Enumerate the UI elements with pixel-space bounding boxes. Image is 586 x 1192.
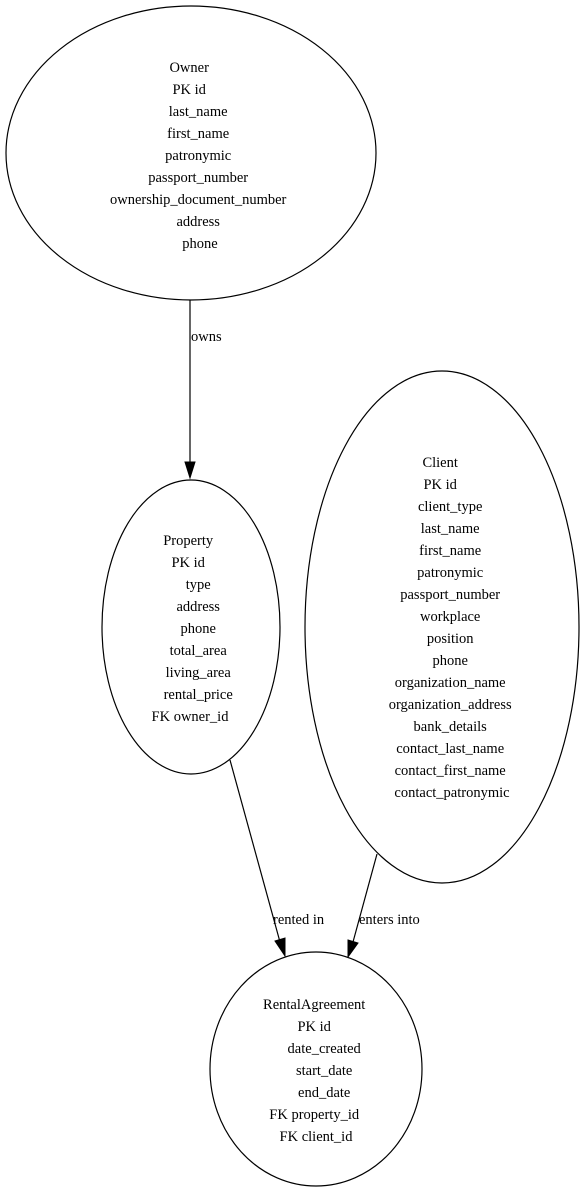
client-field: patronymic [417, 565, 483, 581]
property-field: FK owner_id [152, 709, 230, 725]
edge-line-rented-in [229, 759, 281, 943]
client-ellipse [304, 370, 580, 884]
client-field: first_name [419, 543, 481, 559]
property-ellipse [101, 479, 281, 775]
owner-ellipse [5, 5, 377, 301]
owner-field: address [176, 214, 220, 230]
property-field: address [176, 599, 220, 615]
client-label: Client PK id client_type last_name first… [389, 455, 516, 801]
owner-label: Owner PK id last_name first_name patrony… [110, 60, 290, 252]
edge-client-rental: enters into [347, 853, 420, 959]
client-field: workplace [420, 609, 480, 625]
node-client: Client PK id client_type last_name first… [304, 370, 580, 884]
property-field: PK id [171, 555, 205, 571]
edge-label-rented-in: rented in [273, 912, 325, 928]
node-rental-agreement: RentalAgreement PK id date_created start… [209, 951, 423, 1187]
property-field: total_area [170, 643, 228, 659]
property-field: phone [180, 621, 215, 637]
property-field: living_area [166, 665, 232, 681]
node-owner: Owner PK id last_name first_name patrony… [5, 5, 377, 301]
edge-owner-property: owns [184, 300, 222, 480]
client-field: passport_number [400, 587, 500, 603]
edge-property-rental: rented in [229, 759, 325, 958]
client-field: phone [432, 653, 467, 669]
client-field: last_name [421, 521, 480, 537]
rental-agreement-field: date_created [288, 1041, 362, 1057]
owner-field: PK id [172, 82, 206, 98]
client-field: position [427, 631, 474, 647]
rental-agreement-title: RentalAgreement [263, 997, 365, 1013]
client-field: contact_last_name [396, 741, 504, 757]
arrowhead-enters-into [347, 939, 359, 959]
rental-agreement-field: FK property_id [269, 1107, 360, 1123]
client-field: contact_patronymic [394, 785, 509, 801]
node-property: Property PK id type address phone total_… [101, 479, 281, 775]
client-field: PK id [423, 477, 457, 493]
owner-field: last_name [169, 104, 228, 120]
client-field: contact_first_name [395, 763, 506, 779]
client-title: Client [422, 455, 457, 471]
rental-agreement-label: RentalAgreement PK id date_created start… [263, 997, 369, 1145]
arrowhead-rented-in [274, 937, 286, 958]
rental-agreement-field: FK client_id [280, 1129, 354, 1145]
rental-agreement-field: end_date [298, 1085, 350, 1101]
edge-label-enters-into: enters into [359, 912, 420, 928]
owner-field: phone [182, 236, 217, 252]
owner-field: first_name [167, 126, 229, 142]
owner-field: patronymic [165, 148, 231, 164]
owner-title: Owner [169, 60, 209, 76]
owner-field: passport_number [148, 170, 248, 186]
client-field: organization_address [389, 697, 512, 713]
client-field: client_type [418, 499, 482, 515]
rental-agreement-field: PK id [297, 1019, 331, 1035]
property-title: Property [163, 533, 214, 549]
client-field: bank_details [414, 719, 488, 735]
edge-label-owns: owns [191, 329, 222, 345]
owner-field: ownership_document_number [110, 192, 287, 208]
edge-line-enters-into [352, 853, 378, 943]
rental-agreement-field: start_date [296, 1063, 352, 1079]
property-label: Property PK id type address phone total_… [152, 533, 237, 725]
property-field: type [186, 577, 211, 593]
rental-agreement-ellipse [209, 951, 423, 1187]
property-field: rental_price [164, 687, 233, 703]
client-field: organization_name [395, 675, 506, 691]
arrowhead-owns [184, 461, 196, 480]
